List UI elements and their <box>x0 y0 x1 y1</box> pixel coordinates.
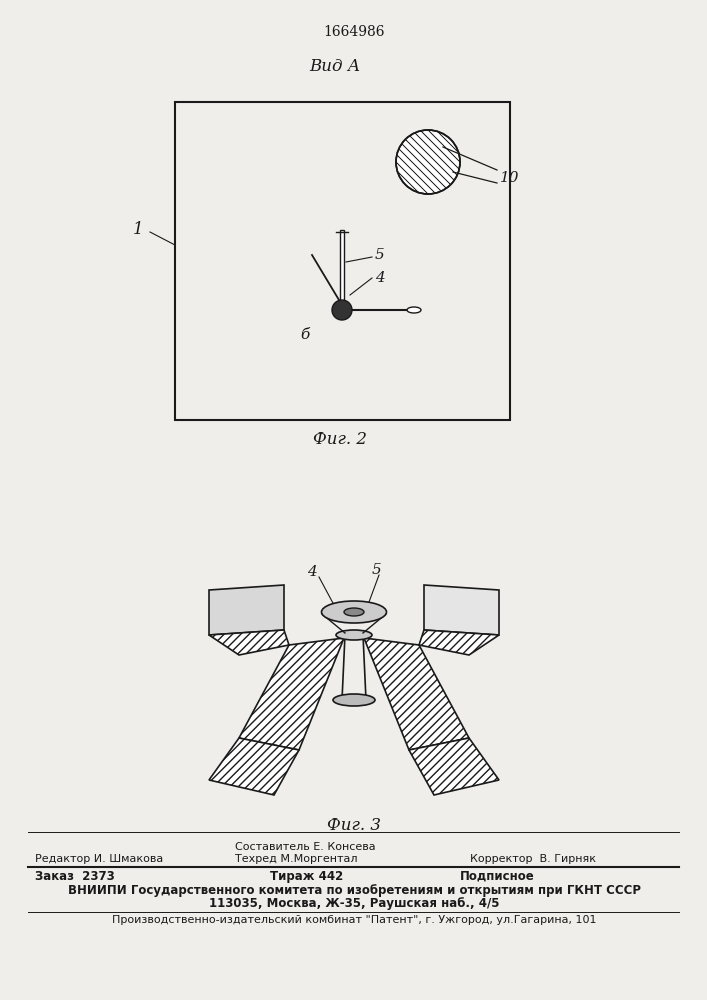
Text: Заказ  2373: Заказ 2373 <box>35 870 115 883</box>
Ellipse shape <box>344 608 364 616</box>
Text: 4: 4 <box>375 271 385 285</box>
Polygon shape <box>209 738 299 795</box>
Polygon shape <box>239 638 344 750</box>
Ellipse shape <box>333 694 375 706</box>
Bar <box>175 102 510 420</box>
Circle shape <box>396 130 460 194</box>
Circle shape <box>332 300 352 320</box>
Ellipse shape <box>322 601 387 623</box>
Text: 1664986: 1664986 <box>323 25 385 39</box>
Text: Подписное: Подписное <box>460 870 534 883</box>
Text: Производственно-издательский комбинат "Патент", г. Ужгород, ул.Гагарина, 101: Производственно-издательский комбинат "П… <box>112 915 596 925</box>
Ellipse shape <box>407 307 421 313</box>
Polygon shape <box>364 638 469 750</box>
Polygon shape <box>209 585 284 635</box>
Text: ВНИИПИ Государственного комитета по изобретениям и открытиям при ГКНТ СССР: ВНИИПИ Государственного комитета по изоб… <box>67 884 641 897</box>
Text: Редактор И. Шмакова: Редактор И. Шмакова <box>35 854 163 864</box>
Text: б: б <box>300 328 310 342</box>
Text: 4: 4 <box>307 565 317 579</box>
Text: 1: 1 <box>133 222 144 238</box>
Text: 5: 5 <box>375 248 385 262</box>
Ellipse shape <box>336 630 372 640</box>
Text: 10: 10 <box>500 171 520 185</box>
Text: 113035, Москва, Ж-35, Раушская наб., 4/5: 113035, Москва, Ж-35, Раушская наб., 4/5 <box>209 897 499 910</box>
Polygon shape <box>424 585 499 635</box>
Bar <box>340 230 344 302</box>
Text: Фиг. 2: Фиг. 2 <box>313 432 367 448</box>
Text: 5: 5 <box>372 563 382 577</box>
Text: Вид А: Вид А <box>310 58 361 75</box>
Text: Корректор  В. Гирняк: Корректор В. Гирняк <box>470 854 596 864</box>
Text: Фиг. 3: Фиг. 3 <box>327 816 381 834</box>
Polygon shape <box>209 630 289 655</box>
Text: Техред М.Моргентал: Техред М.Моргентал <box>235 854 358 864</box>
Text: Тираж 442: Тираж 442 <box>270 870 344 883</box>
Text: Составитель Е. Консева: Составитель Е. Консева <box>235 842 375 852</box>
Polygon shape <box>419 630 499 655</box>
Polygon shape <box>409 738 499 795</box>
